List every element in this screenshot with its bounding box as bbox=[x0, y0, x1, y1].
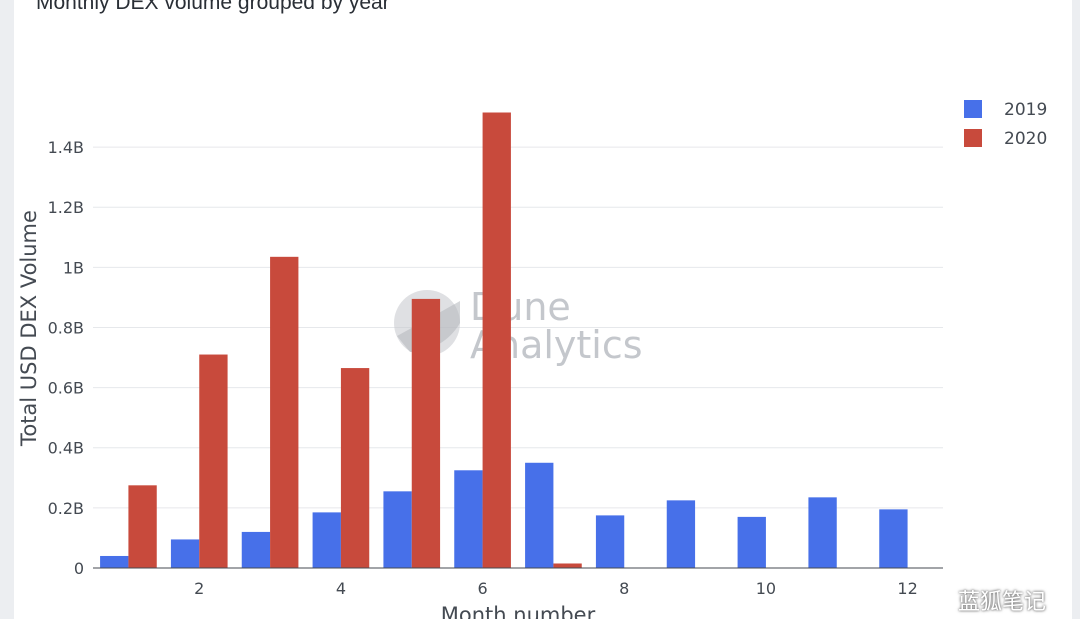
bar-2020-6 bbox=[482, 112, 511, 568]
y-tick-label: 1.4B bbox=[48, 138, 84, 157]
bar-2019-2 bbox=[170, 539, 200, 568]
bar-2019-8 bbox=[595, 515, 625, 568]
y-tick-label: 0 bbox=[74, 559, 84, 578]
legend-swatch-2019[interactable] bbox=[964, 100, 982, 118]
wechat-account-name: 蓝狐笔记 bbox=[957, 590, 1046, 615]
bar-2019-3 bbox=[241, 531, 271, 568]
bar-2019-9 bbox=[666, 500, 696, 568]
chart-title: Monthly DEX volume grouped by year bbox=[36, 0, 390, 14]
y-tick-label: 0.8B bbox=[48, 318, 84, 337]
x-axis-title: Month number bbox=[441, 603, 596, 619]
bar-2019-4 bbox=[312, 512, 341, 568]
bar-2019-10 bbox=[737, 516, 766, 568]
legend-label-2019[interactable]: 2019 bbox=[1004, 100, 1047, 120]
wechat-badge: 蓝狐笔记 bbox=[922, 584, 1046, 616]
x-tick-label: 2 bbox=[194, 579, 204, 598]
bar-2019-5 bbox=[383, 491, 412, 568]
grid-lines bbox=[93, 146, 943, 509]
legend[interactable]: 2019 2020 bbox=[964, 100, 1047, 149]
y-axis-title: Total USD DEX Volume bbox=[17, 210, 41, 447]
bar-2020-7 bbox=[553, 563, 582, 568]
x-tick-label: 4 bbox=[336, 579, 346, 598]
bar-2019-1 bbox=[100, 555, 129, 568]
bar-2020-4 bbox=[340, 368, 370, 568]
y-tick-label: 1.2B bbox=[48, 198, 84, 217]
y-tick-label: 0.6B bbox=[48, 379, 84, 398]
x-tick-label: 6 bbox=[477, 579, 487, 598]
bar-2019-6 bbox=[454, 470, 483, 568]
bar-2019-11 bbox=[808, 497, 837, 568]
bar-2020-2 bbox=[199, 354, 228, 568]
y-tick-labels: 0 0.2B 0.4B 0.6B 0.8B 1B 1.2B 1.4B bbox=[48, 138, 84, 578]
legend-label-2020[interactable]: 2020 bbox=[1004, 129, 1047, 149]
x-tick-labels: 2 4 6 8 10 12 bbox=[194, 579, 918, 598]
bar-2019-12 bbox=[879, 509, 908, 568]
bar-2020-5 bbox=[411, 298, 441, 568]
bar-2020-3 bbox=[270, 256, 299, 568]
bars bbox=[100, 112, 908, 568]
x-tick-label: 10 bbox=[756, 579, 776, 598]
bar-2019-7 bbox=[525, 462, 554, 568]
x-tick-label: 8 bbox=[619, 579, 629, 598]
y-tick-label: 0.4B bbox=[48, 439, 84, 458]
bar-2020-1 bbox=[128, 485, 157, 568]
wechat-icon bbox=[922, 589, 951, 611]
legend-swatch-2020[interactable] bbox=[964, 129, 982, 147]
y-tick-label: 1B bbox=[63, 258, 84, 277]
x-tick-label: 12 bbox=[897, 579, 917, 598]
y-tick-label: 0.2B bbox=[48, 499, 84, 518]
